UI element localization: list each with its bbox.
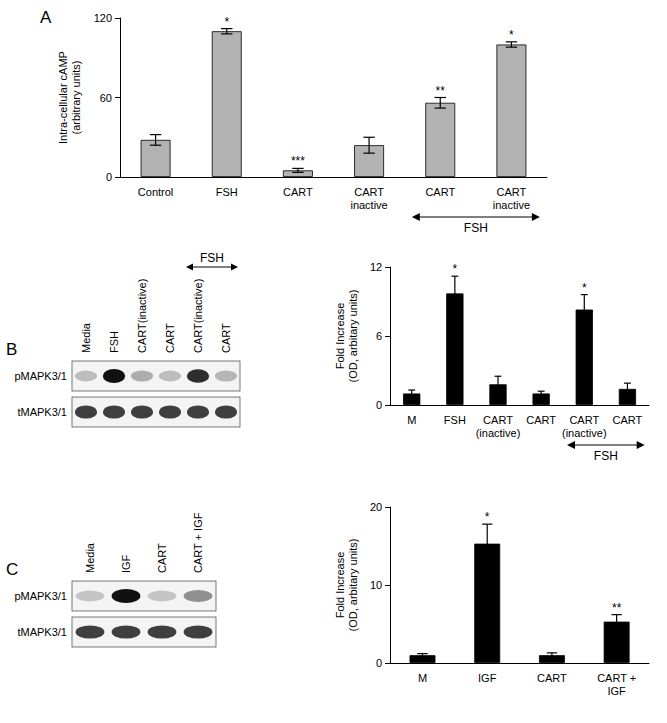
svg-text:*: *	[582, 281, 587, 295]
svg-text:CART(inactive): CART(inactive)	[136, 279, 148, 353]
svg-text:(inactive): (inactive)	[476, 427, 521, 439]
svg-text:CART: CART	[283, 186, 313, 198]
html-text:A: A	[40, 8, 52, 27]
svg-text:*: *	[453, 262, 458, 276]
svg-text:10: 10	[370, 579, 382, 591]
svg-text:*: *	[485, 510, 490, 524]
svg-text:CART: CART	[156, 543, 168, 573]
svg-text:CART: CART	[220, 323, 232, 353]
svg-text:Media: Media	[80, 322, 92, 353]
html-text:C: C	[6, 560, 19, 579]
svg-text:CART: CART	[483, 414, 513, 426]
svg-text:CART(inactive): CART(inactive)	[192, 279, 204, 353]
svg-text:CART: CART	[497, 186, 527, 198]
svg-text:FSH: FSH	[216, 186, 238, 198]
svg-text:(OD, arbitary units): (OD, arbitary units)	[347, 539, 359, 632]
svg-text:pMAPK3/1: pMAPK3/1	[14, 370, 67, 382]
svg-text:FSH: FSH	[108, 331, 120, 353]
html-text:B: B	[6, 340, 18, 359]
svg-text:CART: CART	[164, 323, 176, 353]
svg-text:**: **	[612, 601, 622, 615]
svg-text:CART +: CART +	[597, 672, 636, 684]
svg-text:CART: CART	[613, 414, 643, 426]
svg-text:***: ***	[291, 154, 305, 168]
svg-text:Control: Control	[138, 186, 173, 198]
svg-text:120: 120	[94, 12, 112, 24]
svg-text:M: M	[407, 414, 416, 426]
svg-text:0: 0	[106, 171, 112, 183]
svg-text:CART: CART	[569, 414, 599, 426]
svg-text:inactive: inactive	[493, 199, 530, 211]
svg-text:IGF: IGF	[607, 685, 626, 697]
svg-text:0: 0	[376, 657, 382, 669]
svg-text:(inactive): (inactive)	[562, 427, 607, 439]
svg-text:IGF: IGF	[120, 554, 132, 573]
svg-text:CART + IGF: CART + IGF	[192, 512, 204, 573]
svg-text:Media: Media	[84, 542, 96, 573]
svg-text:Fold Increase: Fold Increase	[334, 552, 346, 619]
svg-text:inactive: inactive	[350, 199, 387, 211]
svg-text:20: 20	[370, 501, 382, 513]
svg-text:CART: CART	[354, 186, 384, 198]
svg-text:pMAPK3/1: pMAPK3/1	[14, 590, 67, 602]
svg-text:*: *	[509, 28, 514, 42]
svg-text:FSH: FSH	[594, 449, 618, 463]
svg-text:6: 6	[376, 330, 382, 342]
svg-text:tMAPK3/1: tMAPK3/1	[17, 406, 67, 418]
svg-text:CART: CART	[425, 186, 455, 198]
svg-text:**: **	[436, 84, 446, 98]
svg-text:12: 12	[370, 261, 382, 273]
svg-text:60: 60	[100, 92, 112, 104]
svg-text:Fold Increase: Fold Increase	[334, 303, 346, 370]
svg-text:IGF: IGF	[478, 672, 497, 684]
svg-text:M: M	[418, 672, 427, 684]
svg-text:0: 0	[376, 399, 382, 411]
svg-text:FSH: FSH	[200, 251, 224, 265]
svg-text:CART: CART	[526, 414, 556, 426]
svg-text:(arbitrary units): (arbitrary units)	[70, 61, 82, 135]
svg-text:tMAPK3/1: tMAPK3/1	[17, 626, 67, 638]
svg-text:CART: CART	[537, 672, 567, 684]
svg-text:FSH: FSH	[444, 414, 466, 426]
svg-text:Intra-cellular cAMP: Intra-cellular cAMP	[57, 51, 69, 144]
svg-text:*: *	[224, 15, 229, 29]
svg-text:(OD, arbitary units): (OD, arbitary units)	[347, 290, 359, 383]
svg-text:FSH: FSH	[464, 221, 488, 235]
